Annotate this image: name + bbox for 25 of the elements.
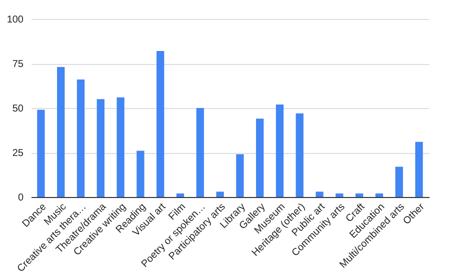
- bar: [76, 80, 85, 197]
- bar: [196, 108, 204, 197]
- bar: [136, 150, 144, 197]
- bar: [156, 51, 164, 197]
- bar: [236, 154, 244, 197]
- y-tick-label: 100: [6, 14, 24, 26]
- bar: [336, 193, 344, 197]
- y-tick-label: 50: [12, 104, 24, 114]
- bar: [176, 193, 184, 197]
- bar: [415, 142, 423, 197]
- y-tick-label: 0: [18, 192, 24, 204]
- bar: [316, 192, 324, 197]
- bar: [276, 104, 284, 197]
- bar: [116, 97, 124, 197]
- bar: [96, 99, 104, 197]
- y-tick-label: 75: [12, 59, 24, 70]
- bar: [216, 192, 224, 197]
- bar: [57, 67, 65, 197]
- bar: [356, 193, 364, 197]
- y-tick-label: 25: [12, 148, 24, 159]
- bar: [37, 110, 45, 197]
- bar: [375, 193, 384, 197]
- bar: [296, 113, 304, 197]
- bar: [256, 118, 264, 197]
- bar: [395, 166, 403, 197]
